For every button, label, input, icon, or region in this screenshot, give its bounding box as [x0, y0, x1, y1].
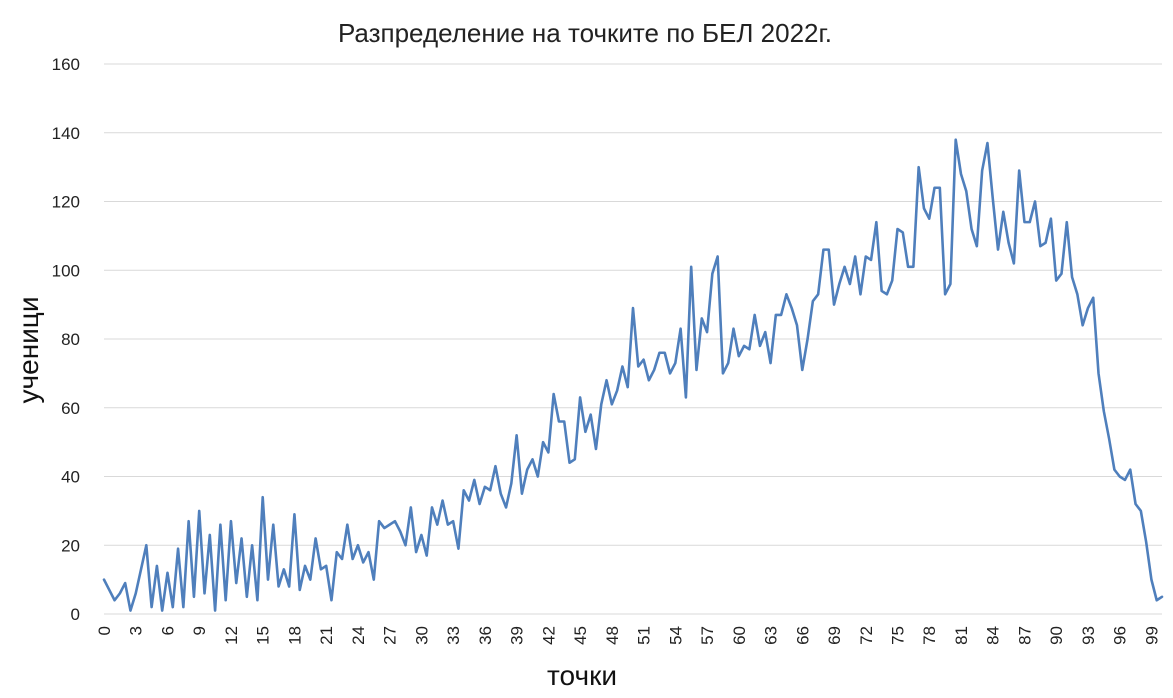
- y-tick-label: 80: [61, 330, 80, 349]
- y-tick-label: 0: [71, 605, 80, 624]
- x-tick-label: 9: [190, 626, 209, 635]
- y-tick-label: 160: [52, 55, 80, 74]
- x-tick-label: 6: [158, 626, 177, 635]
- x-tick-label: 18: [285, 626, 304, 645]
- y-tick-label: 40: [61, 468, 80, 487]
- x-tick-label: 15: [254, 626, 273, 645]
- x-tick-label: 30: [412, 626, 431, 645]
- x-tick-label: 0: [95, 626, 114, 635]
- x-tick-label: 78: [920, 626, 939, 645]
- series-line: [102, 138, 1164, 612]
- x-tick-label: 57: [698, 626, 717, 645]
- x-tick-label: 60: [730, 626, 749, 645]
- x-tick-label: 45: [571, 626, 590, 645]
- x-tick-label: 96: [1111, 626, 1130, 645]
- gridlines: [104, 63, 1162, 615]
- x-axis-label: точки: [547, 660, 617, 691]
- y-tick-label: 100: [52, 261, 80, 280]
- x-axis-ticks: 0 3 6 9 12 15 18 21 24 27 30 33 36 39 42 45 48 51 54 57 60 63…: [95, 626, 1161, 645]
- x-tick-label: 81: [952, 626, 971, 645]
- chart-title: Разпределение на точките по БЕЛ 2022г.: [338, 18, 832, 48]
- x-tick-label: 87: [1015, 626, 1034, 645]
- y-tick-label: 20: [61, 536, 80, 555]
- x-tick-label: 93: [1079, 626, 1098, 645]
- x-tick-label: 42: [539, 626, 558, 645]
- x-tick-label: 27: [381, 626, 400, 645]
- x-tick-label: 75: [889, 626, 908, 645]
- y-axis-label: ученици: [13, 297, 44, 404]
- x-tick-label: 54: [666, 626, 685, 645]
- x-tick-label: 84: [984, 626, 1003, 645]
- x-tick-label: 24: [349, 626, 368, 645]
- y-tick-label: 140: [52, 124, 80, 143]
- x-tick-label: 33: [444, 626, 463, 645]
- y-tick-label: 60: [61, 399, 80, 418]
- x-tick-label: 99: [1142, 626, 1161, 645]
- x-tick-label: 72: [857, 626, 876, 645]
- x-tick-label: 21: [317, 626, 336, 645]
- x-tick-label: 69: [825, 626, 844, 645]
- x-tick-label: 66: [793, 626, 812, 645]
- x-tick-label: 48: [603, 626, 622, 645]
- x-tick-label: 12: [222, 626, 241, 645]
- x-tick-label: 36: [476, 626, 495, 645]
- y-axis-ticks: 0 20 40 60 80 100 120 140 160: [52, 55, 80, 624]
- x-tick-label: 63: [762, 626, 781, 645]
- x-tick-label: 51: [635, 626, 654, 645]
- y-tick-label: 120: [52, 193, 80, 212]
- x-tick-label: 39: [508, 626, 527, 645]
- x-tick-label: 3: [127, 626, 146, 635]
- x-tick-label: 90: [1047, 626, 1066, 645]
